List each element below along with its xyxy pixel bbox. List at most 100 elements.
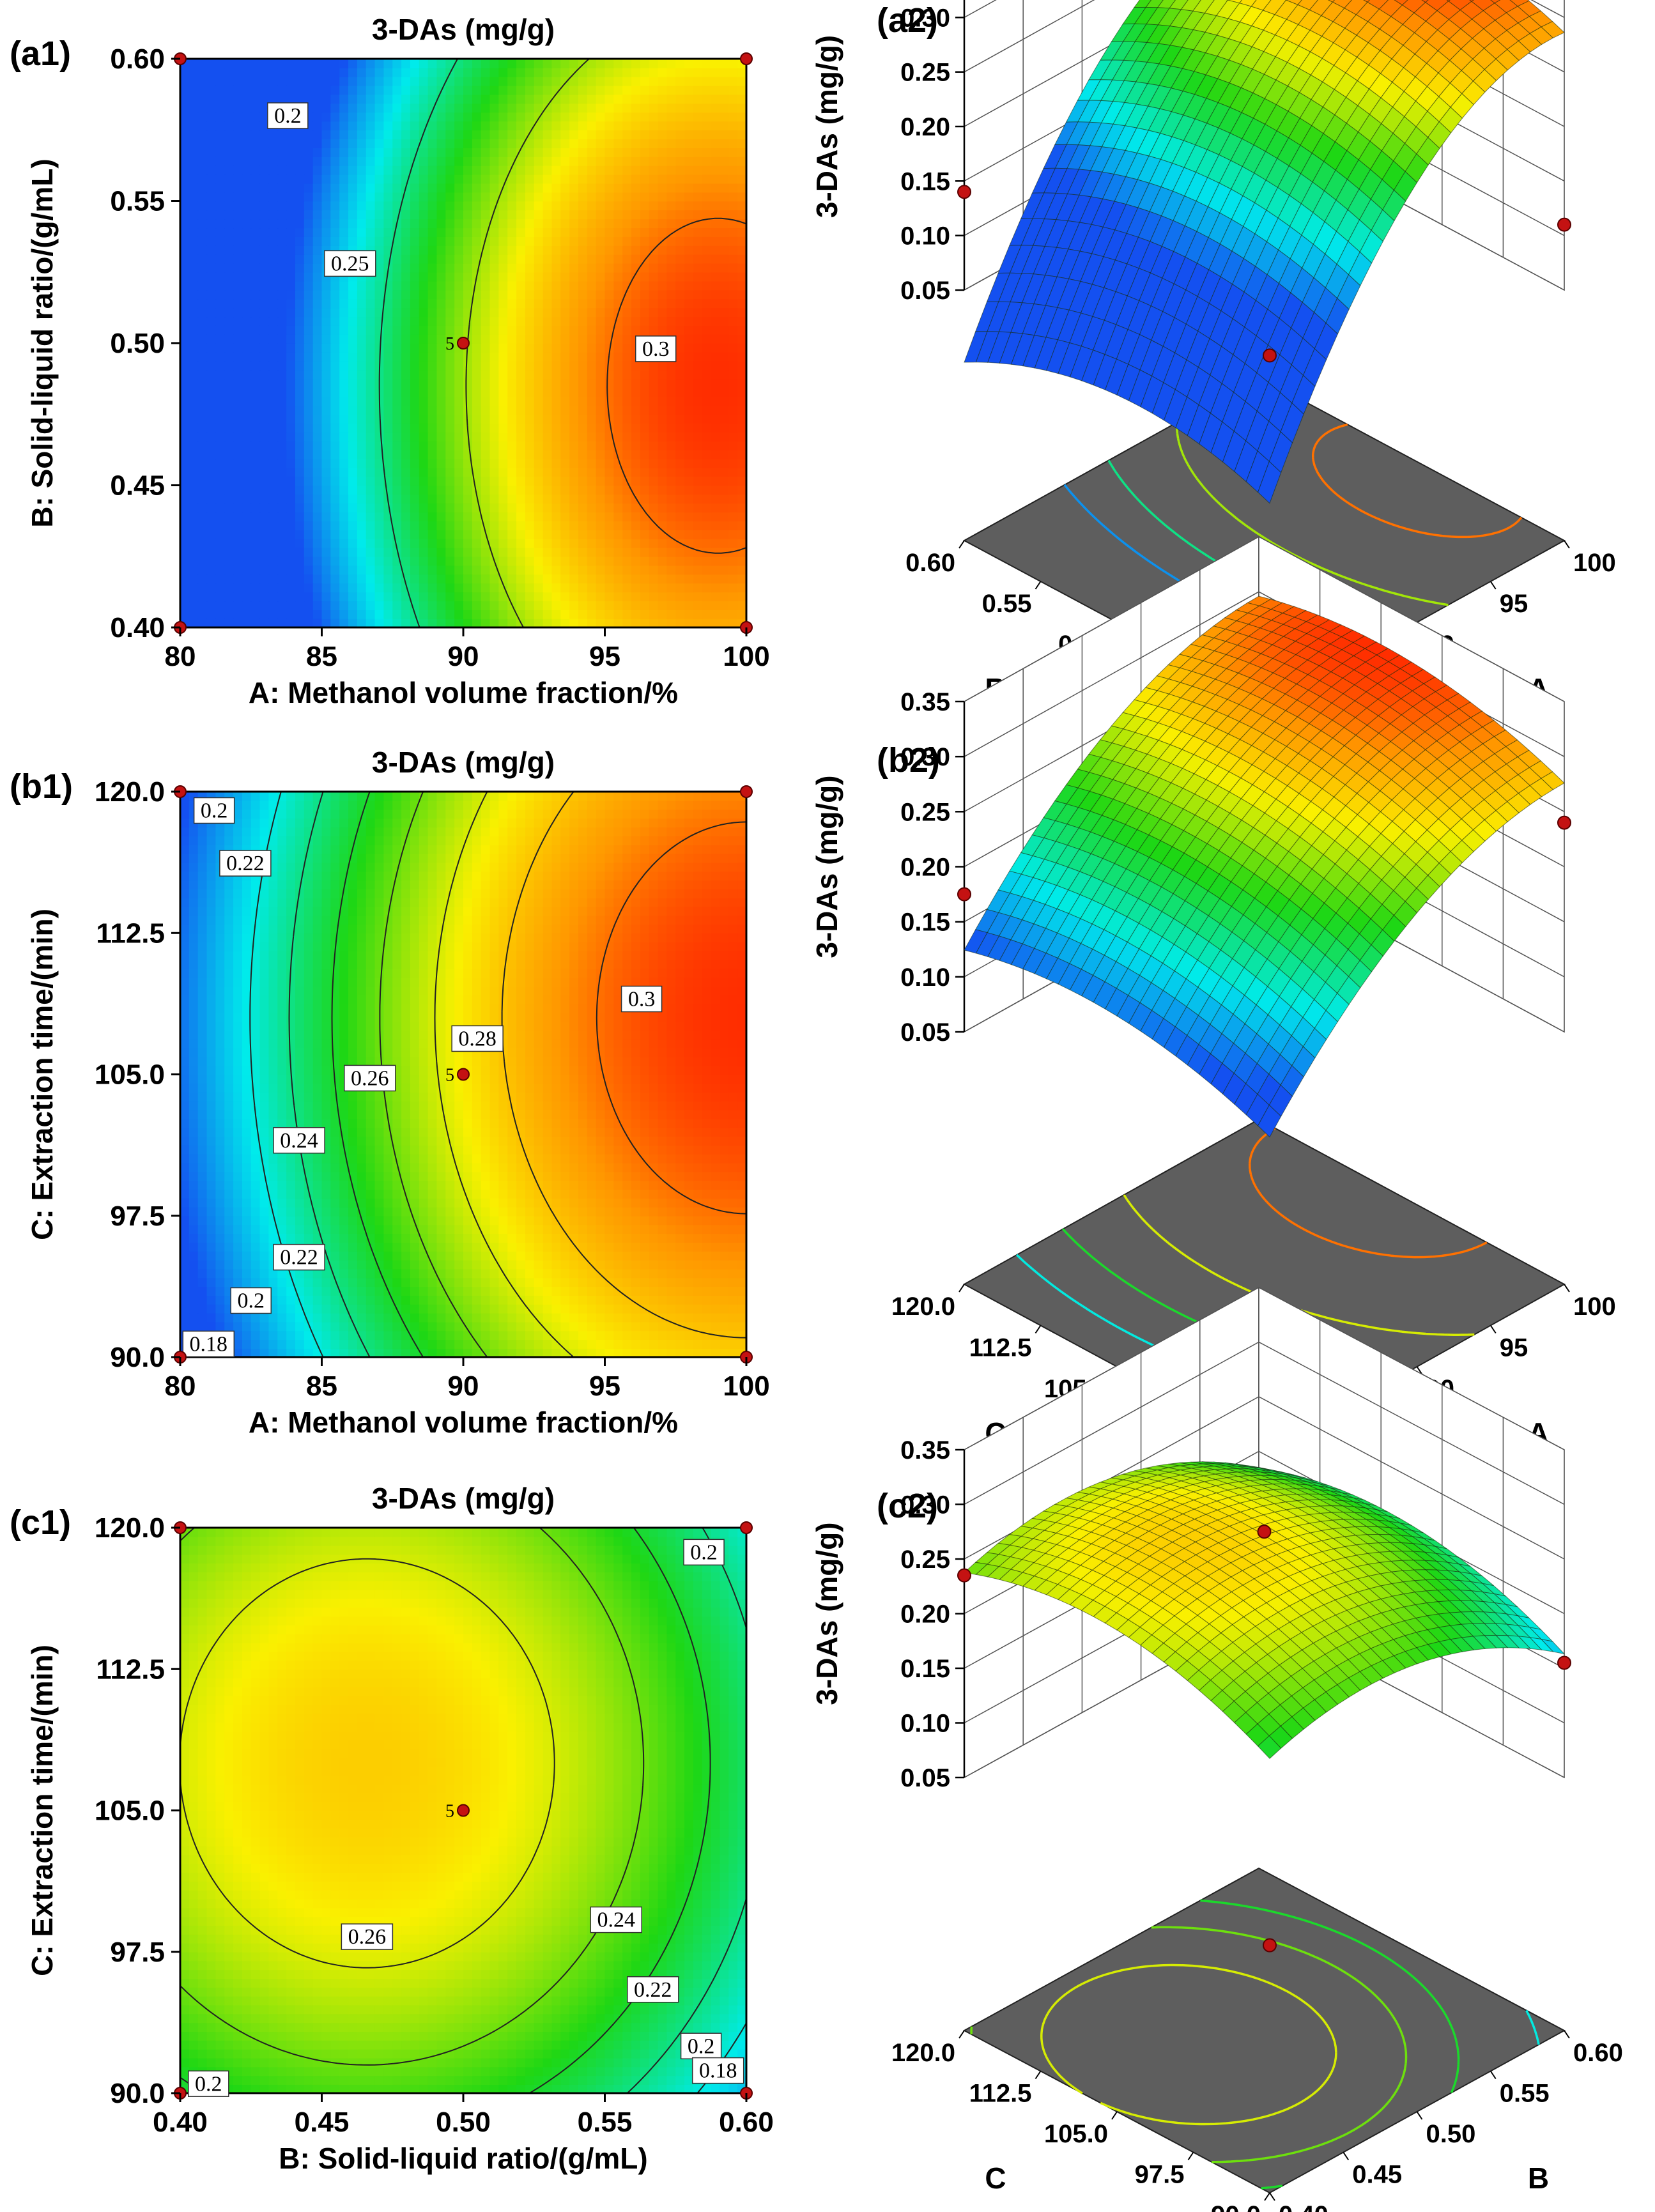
color-cell bbox=[675, 130, 685, 139]
color-cell bbox=[242, 521, 252, 530]
color-cell bbox=[410, 547, 420, 557]
color-cell bbox=[215, 85, 226, 95]
color-cell bbox=[675, 618, 685, 627]
color-cell bbox=[543, 165, 553, 175]
color-cell bbox=[392, 583, 402, 593]
color-cell bbox=[401, 467, 411, 477]
color-cell bbox=[728, 449, 738, 459]
color-cell bbox=[472, 351, 482, 362]
color-cell bbox=[436, 494, 447, 504]
color-cell bbox=[728, 130, 738, 139]
color-cell bbox=[250, 210, 261, 220]
color-cell bbox=[410, 476, 420, 486]
color-cell bbox=[569, 458, 579, 468]
color-cell bbox=[383, 236, 394, 246]
color-cell bbox=[489, 343, 500, 353]
color-cell bbox=[507, 210, 517, 220]
color-cell bbox=[233, 165, 243, 175]
color-cell bbox=[622, 583, 632, 593]
color-cell bbox=[242, 601, 252, 610]
color-cell bbox=[631, 396, 641, 406]
color-cell bbox=[472, 165, 482, 175]
color-cell bbox=[357, 112, 367, 122]
color-cell bbox=[702, 378, 712, 388]
color-cell bbox=[640, 574, 650, 584]
color-cell bbox=[693, 521, 703, 530]
color-cell bbox=[312, 414, 323, 424]
color-cell bbox=[543, 298, 553, 309]
color-cell bbox=[268, 601, 279, 610]
color-cell bbox=[525, 378, 535, 388]
color-cell bbox=[702, 316, 712, 326]
color-cell bbox=[197, 432, 208, 442]
color-cell bbox=[357, 503, 367, 513]
color-cell bbox=[507, 494, 517, 504]
color-cell bbox=[206, 59, 217, 68]
color-cell bbox=[259, 94, 270, 104]
color-cell bbox=[419, 432, 429, 442]
color-cell bbox=[720, 272, 730, 282]
color-cell bbox=[197, 414, 208, 424]
color-cell bbox=[693, 210, 703, 220]
color-cell bbox=[215, 396, 226, 406]
color-cell bbox=[596, 139, 606, 148]
color-cell bbox=[472, 458, 482, 468]
color-cell bbox=[286, 432, 296, 442]
color-cell bbox=[321, 183, 332, 193]
color-cell bbox=[250, 227, 261, 237]
color-cell bbox=[720, 103, 730, 113]
color-cell bbox=[534, 601, 544, 610]
color-cell bbox=[259, 449, 270, 459]
color-cell bbox=[489, 378, 500, 388]
color-cell bbox=[427, 67, 438, 77]
color-cell bbox=[436, 263, 447, 273]
color-cell bbox=[242, 165, 252, 175]
color-cell bbox=[613, 67, 623, 77]
color-cell bbox=[666, 387, 677, 397]
color-cell bbox=[330, 458, 340, 468]
color-cell bbox=[427, 59, 438, 68]
color-cell bbox=[640, 485, 650, 495]
color-cell bbox=[445, 1339, 455, 1349]
color-cell bbox=[321, 369, 332, 380]
color-cell bbox=[560, 67, 570, 77]
color-cell bbox=[666, 316, 677, 326]
color-cell bbox=[374, 183, 385, 193]
color-cell bbox=[543, 494, 553, 504]
color-cell bbox=[215, 334, 226, 344]
color-cell bbox=[640, 325, 650, 335]
color-cell bbox=[454, 538, 464, 548]
color-cell bbox=[206, 210, 217, 220]
color-cell bbox=[312, 139, 323, 148]
color-cell bbox=[525, 503, 535, 513]
color-cell bbox=[711, 565, 721, 575]
color-cell bbox=[304, 556, 314, 566]
color-cell bbox=[666, 414, 677, 424]
color-cell bbox=[189, 440, 199, 450]
color-cell bbox=[658, 610, 668, 619]
color-cell bbox=[675, 121, 685, 131]
color-cell bbox=[233, 254, 243, 264]
color-cell bbox=[401, 1348, 411, 1357]
color-cell bbox=[250, 85, 261, 95]
color-cell bbox=[445, 610, 455, 619]
color-cell bbox=[675, 423, 685, 433]
color-cell bbox=[640, 76, 650, 86]
color-cell bbox=[436, 325, 447, 335]
color-cell bbox=[454, 139, 464, 148]
color-cell bbox=[543, 503, 553, 513]
color-cell bbox=[401, 378, 411, 388]
color-cell bbox=[295, 130, 305, 139]
color-cell bbox=[374, 67, 385, 77]
color-cell bbox=[658, 369, 668, 380]
color-cell bbox=[339, 148, 349, 157]
color-cell bbox=[569, 103, 579, 113]
color-cell bbox=[560, 458, 570, 468]
chart-title: 3-DAs (mg/g) bbox=[372, 746, 555, 779]
color-cell bbox=[206, 467, 217, 477]
color-cell bbox=[366, 103, 376, 113]
color-cell bbox=[596, 219, 606, 229]
color-cell bbox=[454, 85, 464, 95]
color-cell bbox=[684, 245, 694, 255]
color-cell bbox=[233, 183, 243, 193]
